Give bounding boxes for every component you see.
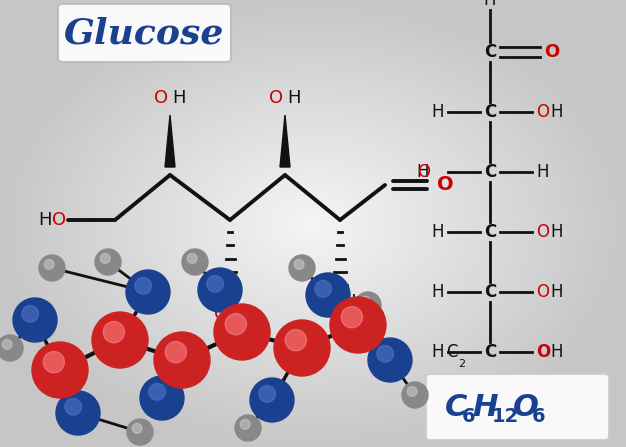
Text: H: H (39, 211, 52, 229)
Circle shape (103, 321, 125, 343)
Text: C: C (484, 103, 496, 121)
Circle shape (289, 255, 315, 281)
Polygon shape (280, 115, 290, 167)
Circle shape (402, 382, 428, 408)
Text: C: C (446, 343, 458, 361)
Circle shape (132, 423, 142, 433)
Circle shape (240, 419, 250, 429)
Circle shape (3, 339, 12, 349)
Circle shape (43, 351, 64, 373)
Text: H: H (342, 293, 356, 311)
Circle shape (92, 312, 148, 368)
Text: H: H (172, 89, 185, 107)
Text: C: C (445, 392, 468, 422)
Circle shape (377, 346, 394, 362)
Circle shape (13, 298, 57, 342)
Text: 6: 6 (462, 408, 476, 426)
Circle shape (32, 342, 88, 398)
Circle shape (65, 398, 81, 415)
Text: H: H (431, 103, 444, 121)
Circle shape (39, 255, 65, 281)
Circle shape (126, 270, 170, 314)
Text: O: O (417, 163, 430, 181)
Text: H: H (484, 0, 496, 9)
Text: H: H (416, 163, 429, 181)
Circle shape (259, 385, 275, 402)
Circle shape (165, 342, 187, 363)
Text: O: O (52, 211, 66, 229)
Circle shape (407, 386, 417, 396)
Text: H: H (232, 305, 245, 323)
Circle shape (341, 307, 362, 328)
Polygon shape (165, 115, 175, 167)
Circle shape (198, 268, 242, 312)
Text: C: C (484, 223, 496, 241)
Circle shape (182, 249, 208, 275)
Circle shape (250, 378, 294, 422)
Circle shape (149, 384, 165, 400)
Text: H: H (550, 343, 563, 361)
Text: H: H (287, 89, 300, 107)
Circle shape (127, 419, 153, 445)
Circle shape (235, 415, 261, 441)
Text: H: H (431, 223, 444, 241)
Circle shape (0, 335, 23, 361)
Circle shape (360, 296, 370, 306)
Circle shape (285, 329, 307, 351)
Text: H: H (550, 103, 563, 121)
Text: O: O (324, 293, 338, 311)
Text: O: O (536, 103, 549, 121)
FancyBboxPatch shape (426, 374, 609, 440)
Circle shape (100, 253, 110, 263)
Circle shape (294, 259, 304, 269)
Text: O: O (269, 89, 283, 107)
Text: H: H (550, 223, 563, 241)
Text: 2: 2 (458, 359, 465, 369)
Text: O: O (437, 176, 454, 194)
Circle shape (140, 376, 184, 420)
Text: H: H (472, 392, 498, 422)
Circle shape (154, 332, 210, 388)
Circle shape (207, 275, 223, 292)
Text: C: C (484, 283, 496, 301)
Text: O: O (536, 343, 550, 361)
FancyBboxPatch shape (58, 4, 231, 62)
Circle shape (214, 304, 270, 360)
Text: O: O (214, 305, 228, 323)
Circle shape (274, 320, 330, 376)
Circle shape (306, 273, 350, 317)
Text: H: H (431, 283, 444, 301)
Text: O: O (544, 43, 559, 61)
Circle shape (135, 278, 151, 294)
Circle shape (355, 292, 381, 318)
Text: 12: 12 (492, 408, 519, 426)
Text: H: H (536, 163, 548, 181)
Circle shape (368, 338, 412, 382)
Text: H: H (431, 343, 444, 361)
Text: C: C (484, 163, 496, 181)
Circle shape (44, 259, 54, 269)
Text: O: O (513, 392, 539, 422)
Circle shape (95, 249, 121, 275)
Circle shape (22, 305, 39, 322)
Text: O: O (154, 89, 168, 107)
Text: H: H (550, 283, 563, 301)
Circle shape (315, 280, 332, 297)
Circle shape (225, 313, 247, 335)
Text: Glucose: Glucose (64, 17, 224, 51)
Circle shape (56, 391, 100, 435)
Text: C: C (484, 343, 496, 361)
Circle shape (330, 297, 386, 353)
Text: 6: 6 (532, 408, 546, 426)
Text: O: O (536, 283, 549, 301)
Text: C: C (484, 43, 496, 61)
Text: O: O (536, 223, 549, 241)
Circle shape (187, 253, 197, 263)
